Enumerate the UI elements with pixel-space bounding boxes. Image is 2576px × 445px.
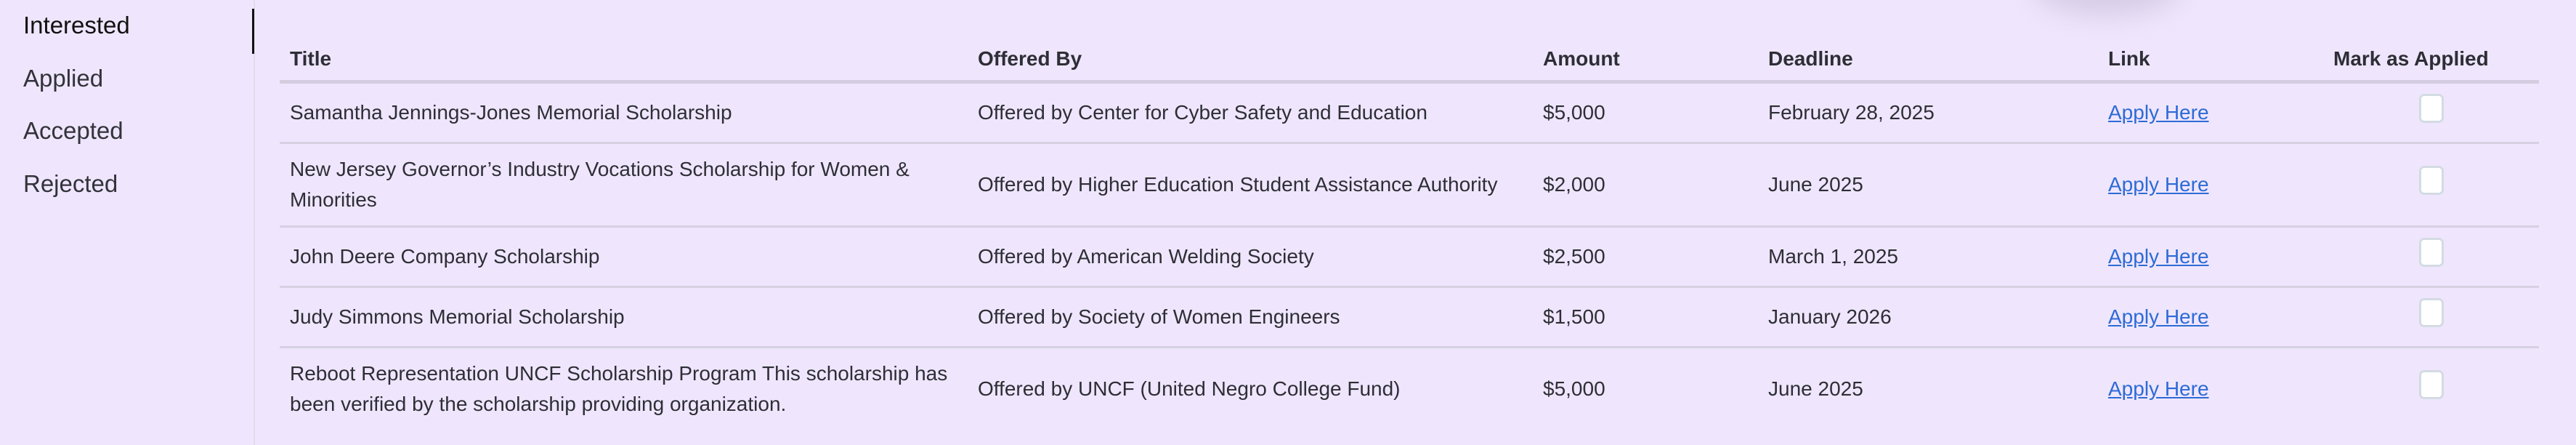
header-mark-as-applied: Mark as Applied [2323,38,2539,84]
mark-cell [2323,286,2539,348]
scholarship-title: John Deere Company Scholarship [280,226,968,288]
scholarship-title: Judy Simmons Memorial Scholarship [280,286,968,348]
deadline: January 2026 [1758,286,2098,348]
scholarship-title: New Jersey Governor’s Industry Vocations… [280,143,968,228]
amount: $5,000 [1533,81,1758,144]
amount: $5,000 [1543,377,1605,400]
active-tab-indicator [252,9,254,54]
scholarship-table: Title Offered By Amount Deadline Link Ma… [280,38,2539,430]
table-row: New Jersey Governor’s Industry Vocations… [280,143,2539,228]
apply-here-link[interactable]: Apply Here [2108,173,2209,196]
deadline: March 1, 2025 [1758,226,2098,288]
deadline: June 2025 [1768,377,1863,400]
sidebar-item-interested[interactable]: Interested [23,12,130,39]
sidebar-item-applied[interactable]: Applied [23,65,104,92]
mark-cell [2323,348,2539,430]
mark-as-applied-checkbox[interactable] [2418,94,2444,123]
header-title: Title [280,38,968,84]
table-row: John Deere Company Scholarship Offered by… [280,226,2539,288]
sidebar-item-accepted[interactable]: Accepted [23,117,123,144]
mark-as-applied-checkbox[interactable] [2418,238,2444,267]
scholarship-title: Samantha Jennings-Jones Memorial Scholar… [280,81,968,144]
table-row: Judy Simmons Memorial Scholarship Offered… [280,286,2539,348]
sidebar-item-rejected[interactable]: Rejected [23,170,118,197]
mark-as-applied-checkbox[interactable] [2418,370,2444,399]
amount: $2,000 [1533,143,1758,228]
mark-as-applied-checkbox[interactable] [2418,298,2444,327]
table-row: Reboot Representation UNCF Scholarship P… [280,348,2539,430]
link-cell: Apply Here [2098,348,2323,430]
link-cell: Apply Here [2098,81,2323,144]
apply-here-link[interactable]: Apply Here [2108,245,2209,268]
apply-here-link[interactable]: Apply Here [2108,377,2209,400]
mark-cell [2323,143,2539,228]
table-header-row: Title Offered By Amount Deadline Link Ma… [280,38,2539,84]
scholarship-title: Reboot Representation UNCF Scholarship P… [290,362,948,415]
link-cell: Apply Here [2098,143,2323,228]
mark-cell [2323,226,2539,288]
amount: $1,500 [1533,286,1758,348]
header-amount: Amount [1533,38,1758,84]
offered-by: Offered by Center for Cyber Safety and E… [968,81,1533,144]
apply-here-link[interactable]: Apply Here [2108,101,2209,124]
header-link: Link [2098,38,2323,84]
offered-by: Offered by American Welding Society [968,226,1533,288]
offered-by: Offered by UNCF (United Negro College Fu… [978,377,1401,400]
deadline: February 28, 2025 [1758,81,2098,144]
link-cell: Apply Here [2098,286,2323,348]
link-cell: Apply Here [2098,226,2323,288]
deadline: June 2025 [1758,143,2098,228]
header-deadline: Deadline [1758,38,2098,84]
shadow-overlay [2034,0,2179,15]
apply-here-link[interactable]: Apply Here [2108,305,2209,328]
amount: $2,500 [1533,226,1758,288]
header-offered-by: Offered By [968,38,1533,84]
mark-cell [2323,81,2539,144]
offered-by: Offered by Higher Education Student Assi… [968,143,1533,228]
offered-by: Offered by Society of Women Engineers [968,286,1533,348]
mark-as-applied-checkbox[interactable] [2418,166,2444,195]
status-sidebar: Interested Applied Accepted Rejected [0,0,255,445]
table-row: Samantha Jennings-Jones Memorial Scholar… [280,81,2539,144]
